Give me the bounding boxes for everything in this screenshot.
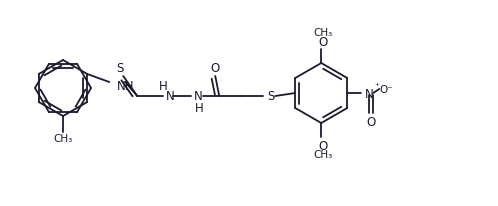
- Text: CH₃: CH₃: [314, 28, 333, 38]
- Text: CH₃: CH₃: [314, 149, 333, 159]
- Text: N: N: [365, 87, 374, 100]
- Text: N: N: [194, 90, 203, 103]
- Text: N: N: [166, 89, 175, 102]
- Text: O: O: [211, 61, 220, 74]
- Text: O: O: [367, 116, 376, 129]
- Text: H: H: [195, 101, 204, 114]
- Text: O: O: [319, 139, 328, 152]
- Text: O: O: [319, 35, 328, 48]
- Text: ⁺: ⁺: [374, 82, 379, 91]
- Text: CH₃: CH₃: [53, 133, 73, 143]
- Text: NH: NH: [117, 80, 135, 93]
- Text: S: S: [117, 61, 124, 74]
- Text: S: S: [267, 89, 274, 102]
- Text: H: H: [159, 80, 168, 93]
- Text: O⁻: O⁻: [379, 85, 393, 95]
